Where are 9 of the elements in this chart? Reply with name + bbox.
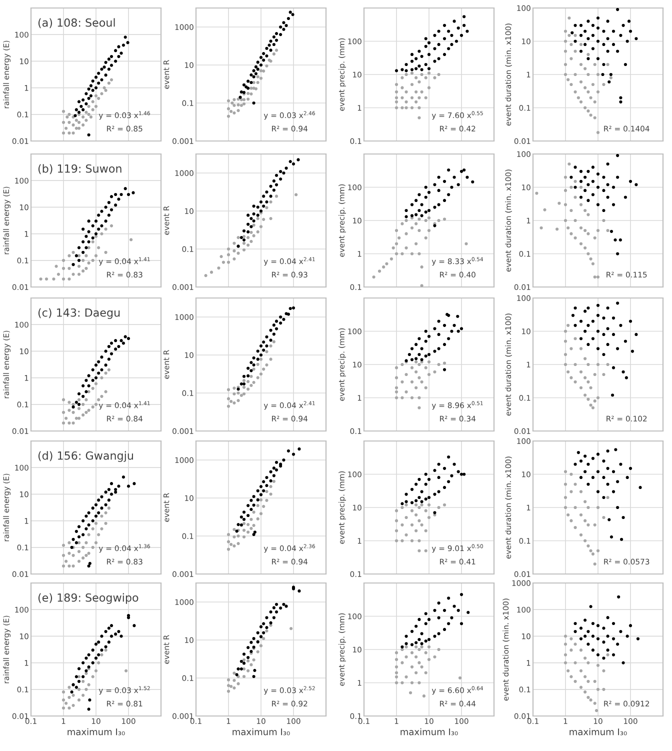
x-axis-title: maximum I₃₀ [400, 728, 458, 736]
x-axis-title: maximum I₃₀ [68, 728, 125, 736]
text: (a) 108: Seoul [38, 18, 115, 28]
text: (d) 156: Gwangju [38, 451, 133, 462]
x-axis-title: maximum I₃₀ [232, 728, 290, 736]
text: (b) 119: Suwon [38, 164, 122, 174]
text: (c) 143: Daegu [38, 308, 120, 319]
text: (e) 189: Seogwipo [38, 593, 138, 604]
x-axis-title: maximum I₃₀ [570, 728, 627, 736]
